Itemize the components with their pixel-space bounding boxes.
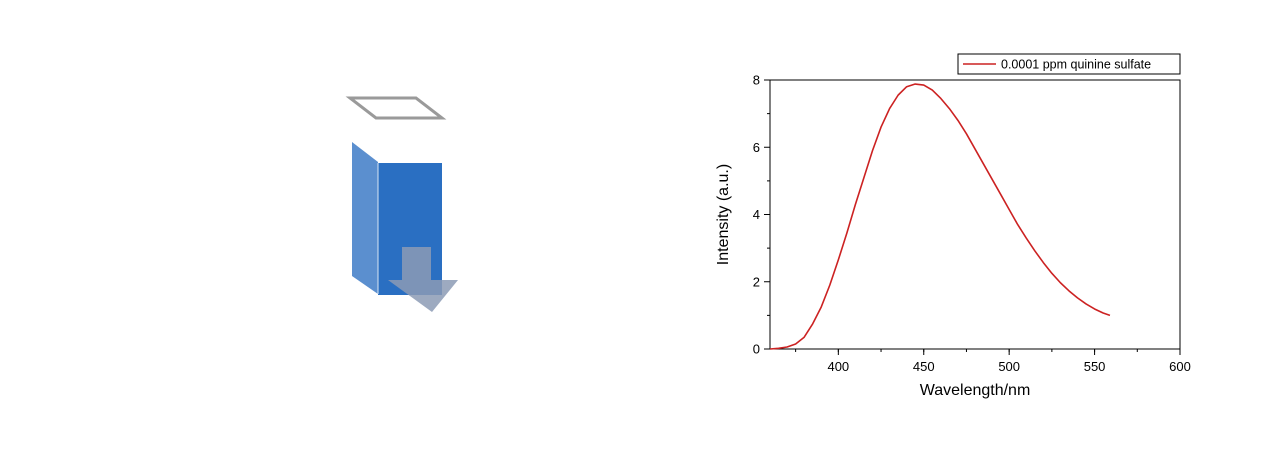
y-tick-label: 4: [753, 207, 760, 222]
emission-spectrum-chart: 400 450 500 550 600 0 2 4 6 8 Wavelength/nm Inten…: [715, 53, 1191, 399]
y-tick-label: 2: [753, 274, 760, 289]
x-tick-label: 550: [1084, 359, 1106, 374]
chart-legend: 0.0001 ppm quinine sulfate: [957, 53, 1181, 75]
series-line: [769, 83, 1111, 350]
x-axis-label: Wavelength/nm: [920, 382, 1031, 399]
legend-entry-label: 0.0001 ppm quinine sulfate: [1001, 58, 1151, 72]
y-axis-label: Intensity (a.u.): [715, 164, 732, 265]
y-tick-label: 8: [753, 73, 760, 88]
x-tick-label: 400: [827, 359, 849, 374]
x-tick-label: 600: [1169, 359, 1191, 374]
emission-arrow-icon: [388, 247, 458, 312]
y-tick-label: 0: [753, 342, 760, 357]
cuvette-lid: [345, 96, 447, 120]
x-tick-label: 450: [913, 359, 935, 374]
cuvette-side-face: [352, 142, 378, 294]
x-tick-label: 500: [998, 359, 1020, 374]
legend-box: [957, 53, 1181, 75]
y-tick-label: 6: [753, 140, 760, 155]
plot-frame: [769, 79, 1181, 350]
cuvette-illustration: [345, 96, 458, 312]
lid-outline: [345, 96, 447, 120]
